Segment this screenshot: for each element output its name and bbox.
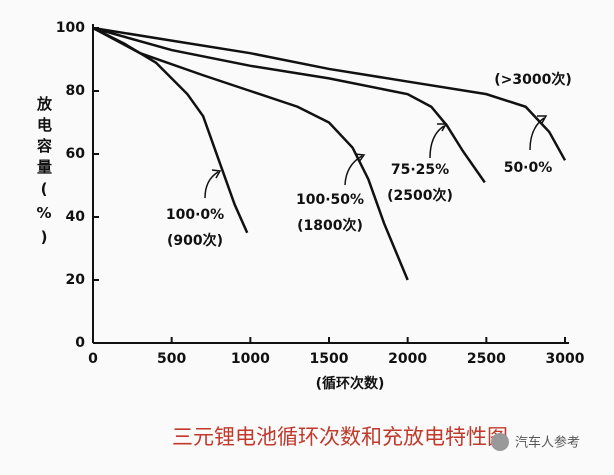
data-line	[92, 26, 249, 234]
x-tick-label: 500	[157, 351, 186, 367]
data-line	[92, 26, 567, 161]
annotation: (2500次)	[387, 187, 453, 204]
x-tick-label: 2500	[467, 351, 506, 367]
y-tick-label: 20	[66, 272, 86, 288]
x-tick-label: 1000	[231, 351, 270, 367]
annotation: 100·50%	[296, 192, 364, 208]
y-tick-label: 100	[56, 20, 85, 36]
annotation: 50·0%	[504, 160, 553, 176]
annotation-arrows	[204, 115, 548, 199]
x-axis-label: (循环次数)	[316, 375, 385, 392]
y-tick-label: 80	[66, 83, 86, 99]
watermark: 汽车人参考	[515, 435, 580, 451]
annotation: (>3000次)	[494, 71, 572, 88]
y-tick-label: 40	[66, 209, 86, 225]
x-tick-label: 3000	[546, 351, 585, 367]
annotation: (900次)	[167, 232, 223, 249]
x-tick-label: 2000	[388, 351, 427, 367]
chart-title: 三元锂电池循环次数和充放电特性图	[172, 425, 508, 449]
watermark-icon	[491, 433, 509, 451]
data-line	[92, 26, 486, 184]
annotation: (1800次)	[297, 217, 363, 234]
y-tick-label: 0	[75, 335, 85, 351]
annotation: 75·25%	[391, 162, 449, 178]
annotation: 100·0%	[166, 207, 224, 223]
data-line	[92, 26, 409, 281]
x-tick-label: 0	[88, 351, 98, 367]
y-tick-label: 60	[66, 146, 86, 162]
y-axis-label: 放电容量(%)	[35, 96, 53, 252]
x-tick-label: 1500	[310, 351, 349, 367]
